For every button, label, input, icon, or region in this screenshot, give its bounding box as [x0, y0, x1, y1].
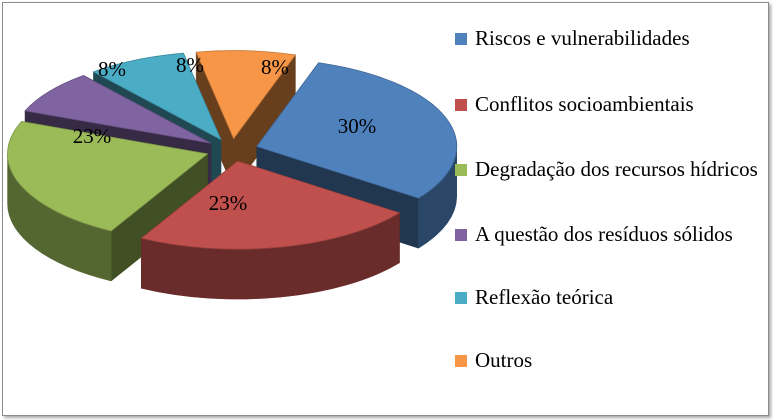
legend-item-degradacao: Degradação dos recursos hídricos [455, 157, 765, 182]
pie-top-layer [7, 50, 458, 250]
legend-label: Conflitos socioambientais [475, 92, 694, 116]
pie-slice [140, 160, 401, 250]
pie-slice [195, 50, 297, 140]
legend-label: Reflexão teórica [475, 285, 614, 309]
slice-percentage-label: 8% [261, 55, 289, 79]
legend-swatch [455, 99, 467, 111]
legend-label: Outros [475, 348, 533, 372]
slice-percentage-label: 30% [338, 114, 377, 138]
legend-swatch [455, 33, 467, 45]
pie-slice [256, 62, 458, 199]
slice-percentage-label: 8% [176, 53, 204, 77]
pie-slice [92, 52, 222, 141]
slice-percentage-label: 23% [209, 191, 248, 215]
legend-item-outros: Outros [455, 348, 765, 373]
slice-percentage-label: 23% [73, 124, 112, 148]
legend-swatch [455, 355, 467, 367]
slice-percentage-label: 8% [98, 57, 126, 81]
legend-label: Degradação dos recursos hídricos [475, 157, 758, 181]
legend-swatch [455, 229, 467, 241]
pie-slice [24, 75, 212, 144]
legend-label: A questão dos resíduos sólidos [475, 222, 733, 246]
legend-item-conflitos: Conflitos socioambientais [455, 92, 765, 117]
legend-item-reflexao: Reflexão teórica [455, 285, 765, 310]
legend-swatch [455, 164, 467, 176]
legend-label: Riscos e vulnerabilidades [475, 26, 690, 50]
legend-item-riscos: Riscos e vulnerabilidades [455, 26, 765, 51]
pie-slice [7, 121, 209, 232]
legend-item-residuos: A questão dos resíduos sólidos [455, 222, 765, 247]
pie-label-layer: 30% 23% 23% 8% 8% 8% [73, 53, 377, 215]
legend-swatch [455, 292, 467, 304]
